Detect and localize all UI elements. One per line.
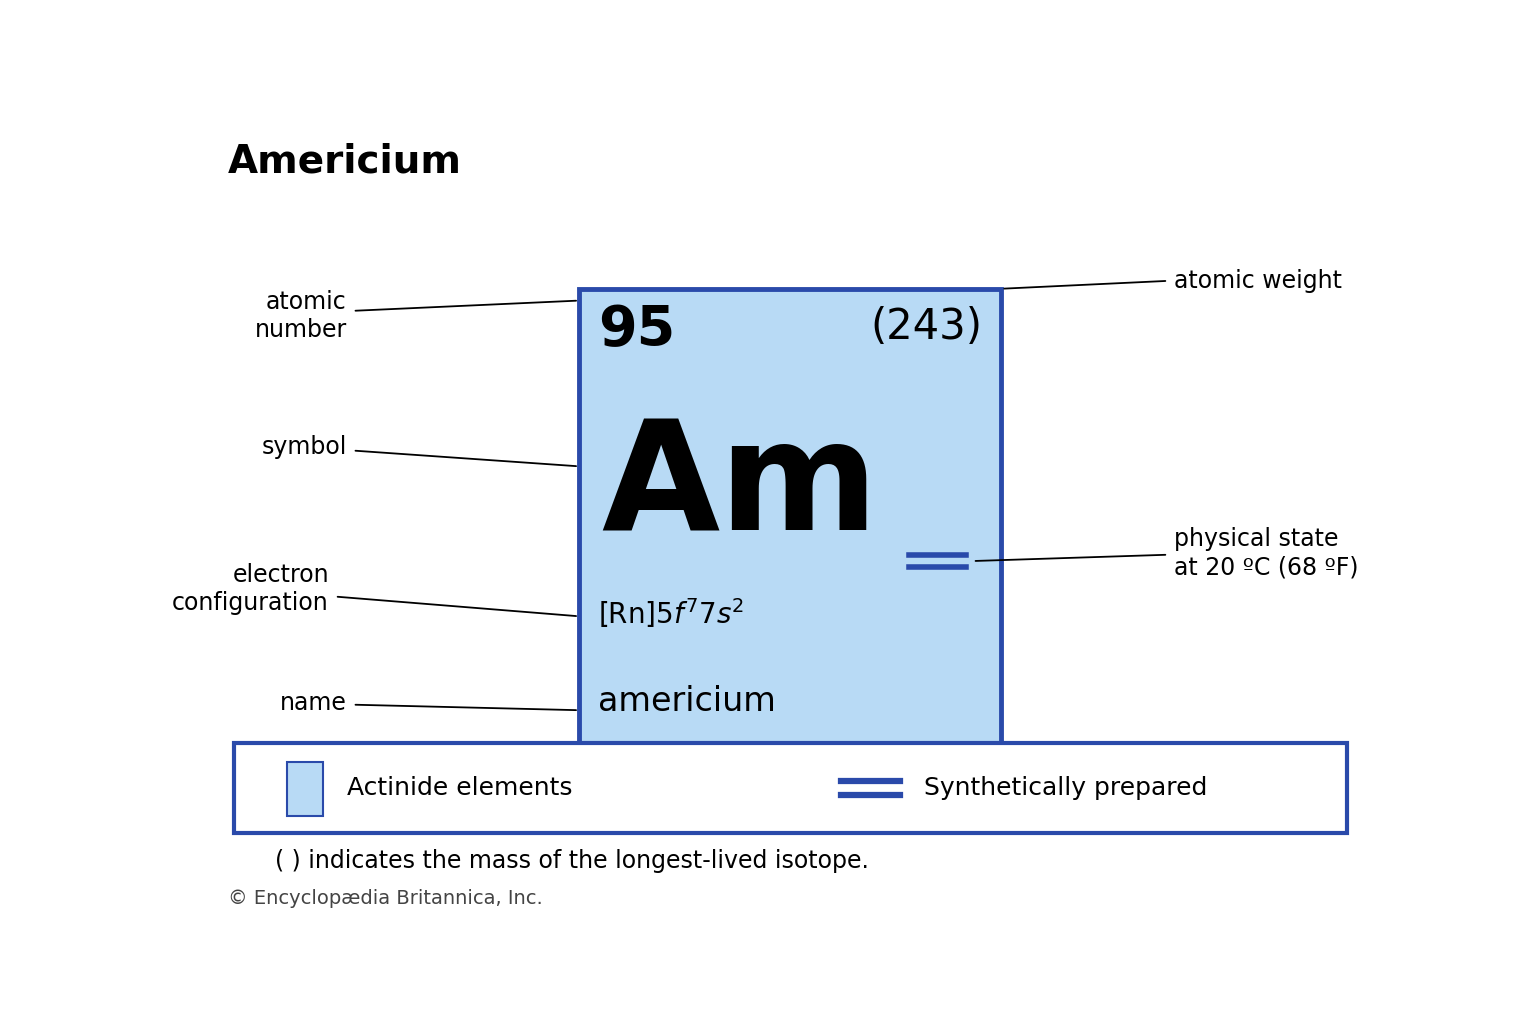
Text: symbol: symbol bbox=[261, 435, 347, 458]
Text: ( ) indicates the mass of the longest-lived isotope.: ( ) indicates the mass of the longest-li… bbox=[275, 849, 869, 873]
Bar bbox=[287, 763, 323, 816]
Text: americium: americium bbox=[598, 686, 776, 719]
Text: physical state
at 20 ºC (68 ºF): physical state at 20 ºC (68 ºF) bbox=[1174, 527, 1358, 579]
Text: name: name bbox=[280, 691, 347, 715]
Text: Americium: Americium bbox=[227, 142, 462, 180]
Text: Synthetically prepared: Synthetically prepared bbox=[925, 776, 1207, 800]
Text: Actinide elements: Actinide elements bbox=[347, 776, 573, 800]
Text: Am: Am bbox=[601, 414, 879, 563]
Text: © Encyclopædia Britannica, Inc.: © Encyclopædia Britannica, Inc. bbox=[227, 889, 542, 907]
Text: [Rn]5$\it{f}^7$7$\it{s}^2$: [Rn]5$\it{f}^7$7$\it{s}^2$ bbox=[598, 597, 743, 630]
Text: 95: 95 bbox=[598, 303, 676, 357]
Text: (243): (243) bbox=[871, 306, 983, 348]
Text: electron
configuration: electron configuration bbox=[172, 563, 329, 615]
Text: atomic weight: atomic weight bbox=[1174, 269, 1342, 293]
Text: atomic
number: atomic number bbox=[255, 290, 347, 342]
Bar bbox=[233, 742, 1347, 833]
Bar bbox=[579, 289, 1001, 742]
